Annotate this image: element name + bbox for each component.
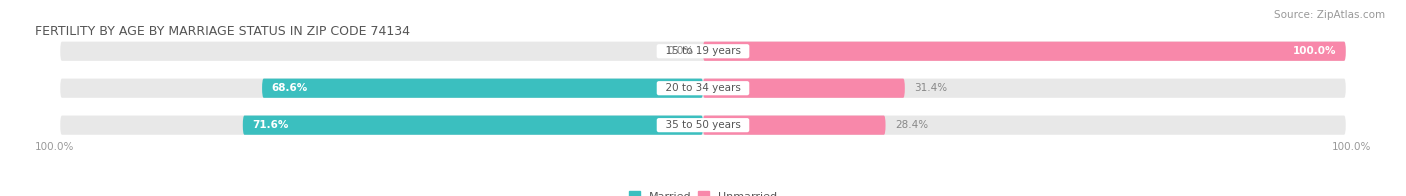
Text: 15 to 19 years: 15 to 19 years bbox=[659, 46, 747, 56]
FancyBboxPatch shape bbox=[703, 116, 886, 135]
Text: 35 to 50 years: 35 to 50 years bbox=[659, 120, 747, 130]
Text: FERTILITY BY AGE BY MARRIAGE STATUS IN ZIP CODE 74134: FERTILITY BY AGE BY MARRIAGE STATUS IN Z… bbox=[35, 25, 409, 38]
Text: 68.6%: 68.6% bbox=[271, 83, 308, 93]
Text: Source: ZipAtlas.com: Source: ZipAtlas.com bbox=[1274, 10, 1385, 20]
Text: 31.4%: 31.4% bbox=[914, 83, 948, 93]
FancyBboxPatch shape bbox=[243, 116, 703, 135]
Text: 100.0%: 100.0% bbox=[35, 142, 75, 152]
FancyBboxPatch shape bbox=[703, 42, 1346, 61]
Legend: Married, Unmarried: Married, Unmarried bbox=[628, 191, 778, 196]
Text: 71.6%: 71.6% bbox=[253, 120, 288, 130]
Text: 100.0%: 100.0% bbox=[1331, 142, 1371, 152]
FancyBboxPatch shape bbox=[262, 79, 703, 98]
FancyBboxPatch shape bbox=[60, 79, 1346, 98]
FancyBboxPatch shape bbox=[703, 79, 905, 98]
FancyBboxPatch shape bbox=[60, 116, 1346, 135]
Text: 20 to 34 years: 20 to 34 years bbox=[659, 83, 747, 93]
FancyBboxPatch shape bbox=[60, 42, 1346, 61]
Text: 0.0%: 0.0% bbox=[666, 46, 693, 56]
Text: 28.4%: 28.4% bbox=[896, 120, 928, 130]
Text: 100.0%: 100.0% bbox=[1292, 46, 1336, 56]
